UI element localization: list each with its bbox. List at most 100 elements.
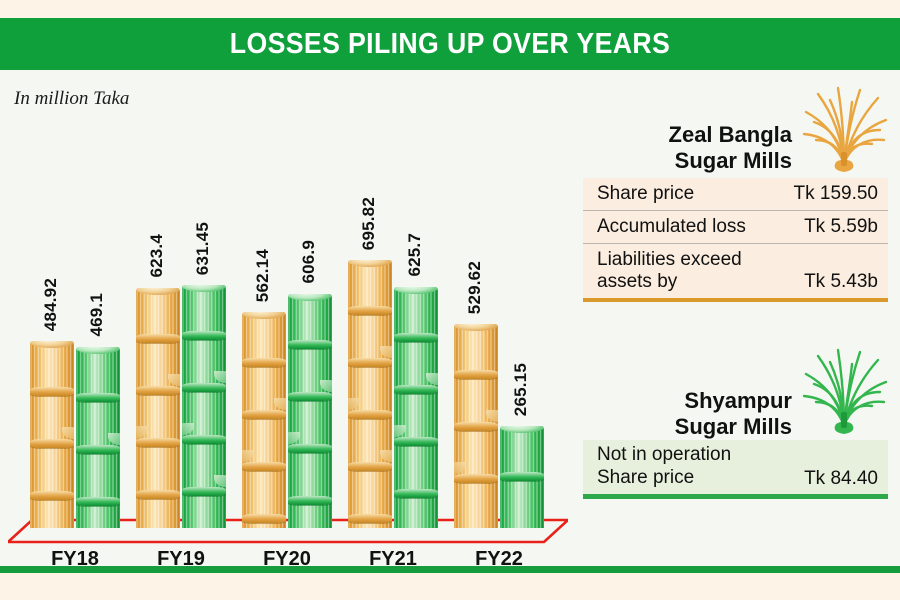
company-header-shyampur: Shyampur Sugar Mills (583, 340, 888, 440)
bar-value-label: 623.4 (147, 234, 166, 278)
stat-value: Tk 84.40 (804, 467, 878, 489)
cane-bar (348, 260, 392, 528)
cane-node-ring (182, 487, 226, 496)
cane-bar (76, 347, 120, 528)
bar-value-label: 606.9 (299, 240, 318, 284)
bar-value-label: 625.7 (405, 233, 424, 277)
cane-body (242, 312, 286, 528)
cane-top-cap (30, 341, 74, 348)
cane-node-ring (454, 474, 498, 483)
sugarcane-plant-green-icon (794, 340, 894, 442)
cane-top-cap (182, 285, 226, 292)
company-name-line2: Sugar Mills (674, 147, 792, 173)
sugarcane-plant-orange-icon (794, 78, 894, 180)
cane-node-ring (136, 334, 180, 343)
cane-node-ring (76, 445, 120, 454)
company-name-shyampur: Shyampur Sugar Mills (675, 388, 792, 439)
cane-bar (394, 287, 438, 528)
cane-top-cap (348, 260, 392, 267)
cane-top-cap (394, 287, 438, 294)
x-axis-label-fy21: FY21 (369, 548, 417, 570)
cane-nodes (182, 285, 226, 528)
cane-bar (288, 294, 332, 528)
cane-bar-chart: 484.92 469.1 FY18 623.4 631.45 FY19 562.14 606.… (0, 70, 580, 570)
title-banner: LOSSES PILING UP OVER YEARS (0, 18, 900, 70)
company-header-zeal-bangla: Zeal Bangla Sugar Mills (583, 78, 888, 178)
chart-plot-area: 484.92 469.1 FY18 623.4 631.45 FY19 562.14 606.… (0, 70, 580, 570)
cane-nodes (242, 312, 286, 528)
stat-value: Tk 5.43b (804, 271, 878, 293)
cane-node-ring (136, 438, 180, 447)
cane-node-ring (182, 331, 226, 340)
cane-node-ring (242, 462, 286, 471)
cane-node-ring (288, 392, 332, 401)
cane-top-cap (242, 312, 286, 319)
company-panels: Zeal Bangla Sugar Mills Share price Tk 1… (583, 78, 888, 558)
x-axis-label-fy22: FY22 (475, 548, 523, 570)
cane-node-ring (348, 462, 392, 471)
cane-nodes (500, 426, 544, 528)
cane-node-ring (136, 386, 180, 395)
cane-nodes (348, 260, 392, 528)
cane-bar (30, 341, 74, 528)
table-row: Accumulated loss Tk 5.59b (583, 211, 888, 245)
stat-label: Accumulated loss (597, 216, 746, 238)
cane-node-ring (288, 340, 332, 349)
cane-node-ring (348, 306, 392, 315)
cane-node-ring (394, 385, 438, 394)
cane-top-cap (136, 288, 180, 295)
cane-body (394, 287, 438, 528)
cane-top-cap (76, 347, 120, 354)
chart-unit-label: In million Taka (14, 88, 130, 109)
cane-bar (500, 426, 544, 528)
cane-bar (454, 324, 498, 528)
cane-body (288, 294, 332, 528)
cane-node-ring (76, 497, 120, 506)
cane-node-ring (500, 472, 544, 481)
cane-node-ring (182, 435, 226, 444)
cane-node-ring (454, 370, 498, 379)
cane-node-ring (394, 437, 438, 446)
table-row: Not in operation Share price Tk 84.40 (583, 440, 888, 494)
cane-nodes (136, 288, 180, 528)
cane-top-cap (288, 294, 332, 301)
company-name-zeal-bangla: Zeal Bangla Sugar Mills (669, 122, 792, 173)
bar-value-label: 265.15 (511, 362, 530, 416)
page-title: LOSSES PILING UP OVER YEARS (229, 27, 671, 60)
x-axis-label-fy18: FY18 (51, 548, 99, 570)
bar-value-label: 529.62 (465, 260, 484, 314)
cane-bar (136, 288, 180, 528)
cane-body (136, 288, 180, 528)
cane-node-ring (242, 410, 286, 419)
cane-node-ring (136, 490, 180, 499)
cane-node-ring (348, 514, 392, 523)
cane-node-ring (348, 358, 392, 367)
bar-value-label: 562.14 (253, 248, 272, 302)
cane-node-ring (348, 410, 392, 419)
x-axis-label-fy20: FY20 (263, 548, 311, 570)
table-row: Share price Tk 159.50 (583, 178, 888, 212)
table-row: Liabilities exceed assets by Tk 5.43b (583, 244, 888, 298)
cane-node-ring (182, 383, 226, 392)
bar-value-label: 631.45 (193, 221, 212, 275)
x-axis-label-fy19: FY19 (157, 548, 205, 570)
zeal-bangla-stats-table: Share price Tk 159.50 Accumulated loss T… (583, 178, 888, 303)
stat-value: Tk 5.59b (804, 216, 878, 238)
cane-top-cap (500, 426, 544, 433)
cane-node-ring (76, 393, 120, 402)
cane-node-ring (394, 333, 438, 342)
stat-label: Share price (597, 183, 695, 204)
cane-node-ring (242, 514, 286, 523)
cane-node-ring (242, 358, 286, 367)
company-name-line1: Zeal Bangla (668, 122, 792, 147)
cane-nodes (30, 341, 74, 528)
cane-node-ring (30, 491, 74, 500)
cane-body (348, 260, 392, 528)
bar-value-label: 484.92 (41, 277, 60, 331)
bar-value-label: 695.82 (359, 196, 378, 250)
cane-nodes (288, 294, 332, 528)
cane-node-ring (288, 496, 332, 505)
cane-nodes (76, 347, 120, 528)
shyampur-stats-table: Not in operation Share price Tk 84.40 (583, 440, 888, 499)
